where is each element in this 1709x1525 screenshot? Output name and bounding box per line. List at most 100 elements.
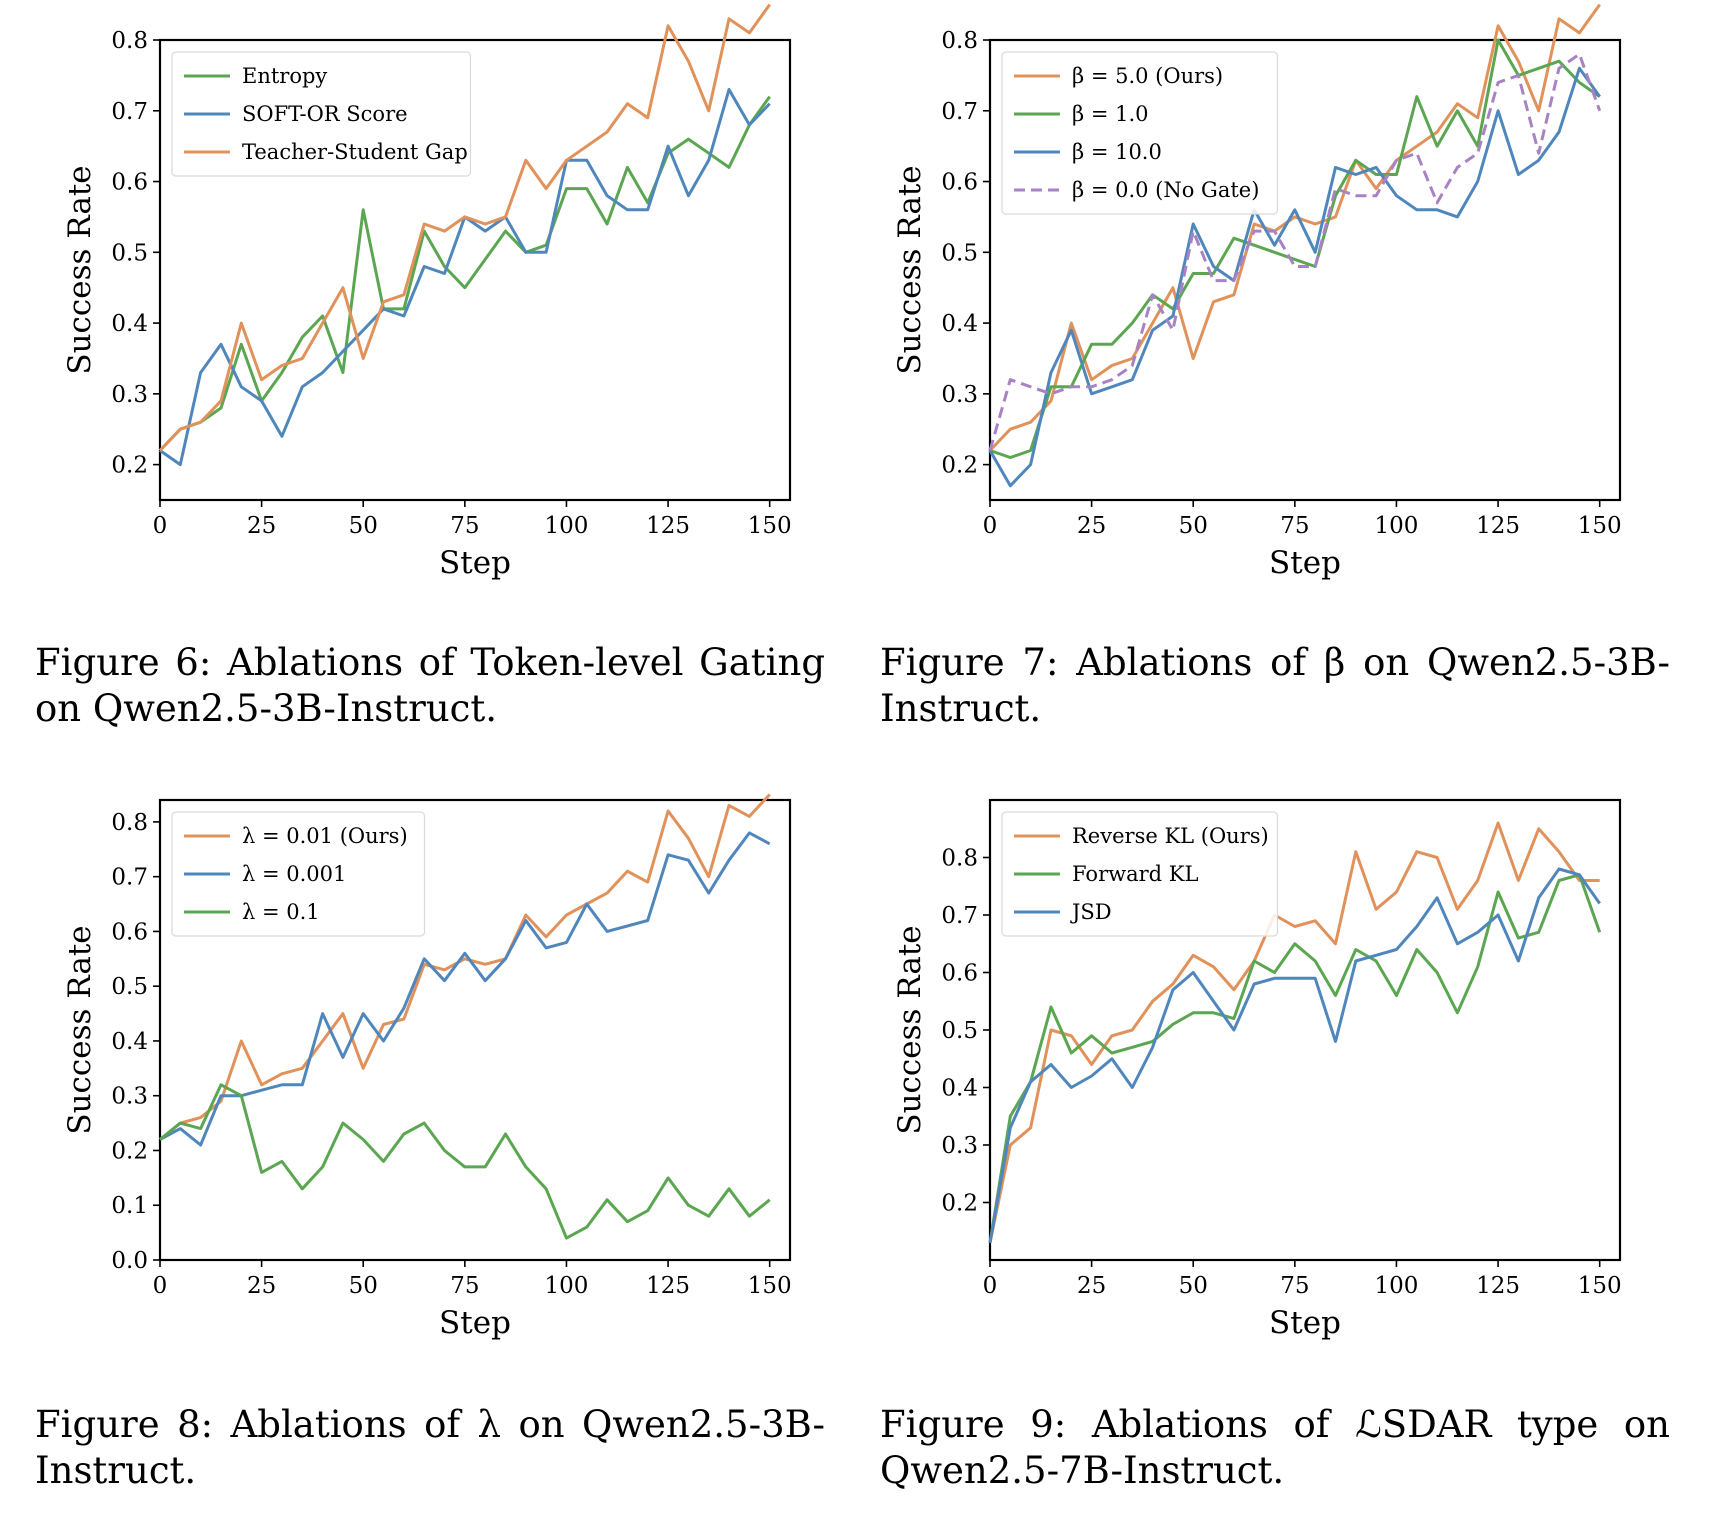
x-tick-label: 25 <box>1077 1273 1106 1299</box>
legend-entry-0: β = 5.0 (Ours) <box>1072 64 1223 88</box>
series-line-2 <box>159 1083 771 1240</box>
x-tick-label: 125 <box>1476 513 1520 539</box>
figure-8-caption-label: Figure 8: <box>35 1403 214 1446</box>
figure-9-caption-label: Figure 9: <box>880 1403 1067 1446</box>
x-tick-label: 150 <box>748 1273 792 1299</box>
legend-entry-1: SOFT-OR Score <box>242 102 408 126</box>
series-line-0 <box>988 821 1600 1244</box>
x-tick-label: 125 <box>1476 1273 1520 1299</box>
y-tick-label: 0.6 <box>111 919 148 945</box>
y-tick-label: 0.2 <box>941 1191 978 1217</box>
legend-box <box>171 51 472 177</box>
y-tick-label: 0.3 <box>941 1133 978 1159</box>
y-axis-label: Success Rate <box>62 925 98 1134</box>
y-tick-label: 0.8 <box>111 28 148 54</box>
x-tick-label: 100 <box>1374 1273 1418 1299</box>
y-tick-label: 0.8 <box>941 846 978 872</box>
y-tick-label: 0.6 <box>941 961 978 987</box>
x-tick-label: 50 <box>349 1273 378 1299</box>
y-tick-label: 0.4 <box>941 311 978 337</box>
figure-6-caption-text: Ablations of Token-level Gating on Qwen2… <box>35 641 826 730</box>
y-tick-label: 0.7 <box>941 99 978 125</box>
figure-9-caption: Figure 9: Ablations of ℒSDAR type on Qwe… <box>880 1402 1670 1494</box>
legend: Entropy SOFT-OR Score Teacher-Student Gap <box>171 51 472 177</box>
y-tick-label: 0.5 <box>111 240 148 266</box>
legend-entry-0: Reverse KL (Ours) <box>1072 824 1269 848</box>
y-tick-label: 0.3 <box>941 382 978 408</box>
y-tick-label: 0.5 <box>941 1018 978 1044</box>
x-tick-label: 0 <box>983 513 998 539</box>
y-tick-label: 0.2 <box>111 453 148 479</box>
y-tick-label: 0.5 <box>111 974 148 1000</box>
plot-frame <box>158 38 792 502</box>
x-tick-label: 25 <box>1077 513 1106 539</box>
legend-entry-1: β = 1.0 <box>1072 102 1148 126</box>
x-tick-label: 150 <box>1578 513 1622 539</box>
x-tick-label: 75 <box>1280 1273 1309 1299</box>
figure-8-svg: 0 25 50 75 100 125 150 0.0 0.1 0.2 0.3 0.4 0.5 0.6 0.7… <box>62 793 792 1341</box>
series-line-0 <box>988 3 1601 452</box>
series-line-1 <box>159 831 771 1147</box>
x-axis-label: Step <box>439 545 511 581</box>
figure-6-chart: 0 25 50 75 100 125 150 0.2 0.3 0.4 0.5 0.6 0.7 0.8 Ste… <box>40 3 820 581</box>
y-axis-label: Success Rate <box>892 165 928 374</box>
y-tick-label: 0.6 <box>111 170 148 196</box>
series-line-3 <box>988 52 1602 451</box>
y-axis-label: Success Rate <box>892 925 928 1134</box>
figure-9-svg: 0 25 50 75 100 125 150 0.2 0.3 0.4 0.5 0.6 0.7 0.8 Ste… <box>892 798 1622 1341</box>
legend-box <box>1001 811 1279 937</box>
series-line-1 <box>988 873 1602 1244</box>
figure-7-caption: Figure 7: Ablations of β on Qwen2.5-3B-I… <box>880 640 1670 732</box>
legend-entry-0: Entropy <box>242 64 327 88</box>
legend-entry-3: β = 0.0 (No Gate) <box>1072 178 1259 202</box>
x-tick-label: 100 <box>1374 513 1418 539</box>
y-tick-label: 0.7 <box>111 99 148 125</box>
x-tick-label: 25 <box>247 1273 276 1299</box>
series-line-1 <box>989 38 1601 459</box>
x-tick-label: 50 <box>349 513 378 539</box>
y-tick-label: 0.4 <box>111 1029 148 1055</box>
x-tick-label: 100 <box>544 1273 588 1299</box>
legend-entry-1: λ = 0.001 <box>242 862 346 886</box>
x-tick-label: 0 <box>983 1273 998 1299</box>
x-axis-label: Step <box>439 1305 511 1341</box>
x-tick-label: 125 <box>646 513 690 539</box>
figure-9-caption-text: Ablations of ℒSDAR type on Qwen2.5-7B-In… <box>880 1403 1670 1492</box>
figure-9-chart: 0 25 50 75 100 125 150 0.2 0.3 0.4 0.5 0.6 0.7 0.8 Ste… <box>870 780 1650 1341</box>
y-axis-label: Success Rate <box>62 165 98 374</box>
series-line-2 <box>988 66 1601 488</box>
y-tick-label: 0.1 <box>111 1193 148 1219</box>
y-tick-label: 0.6 <box>941 170 978 196</box>
x-axis-label: Step <box>1269 1305 1341 1341</box>
x-axis-label: Step <box>1269 545 1341 581</box>
x-tick-label: 25 <box>247 513 276 539</box>
figure-7-caption-text: Ablations of β on Qwen2.5-3B-Instruct. <box>880 641 1670 730</box>
legend-entry-0: λ = 0.01 (Ours) <box>242 824 408 848</box>
figure-7-chart: 0 25 50 75 100 125 150 0.2 0.3 0.4 0.5 0.6 0.7 0.8 Ste… <box>870 3 1650 581</box>
y-tick-label: 0.7 <box>941 903 978 929</box>
y-tick-label: 0.5 <box>941 240 978 266</box>
plot-frame <box>988 38 1622 502</box>
x-tick-label: 0 <box>153 513 168 539</box>
figure-8-caption: Figure 8: Ablations of λ on Qwen2.5-3B-I… <box>35 1402 825 1494</box>
y-tick-label: 0.3 <box>111 382 148 408</box>
x-tick-label: 0 <box>153 1273 168 1299</box>
y-tick-label: 0.8 <box>111 810 148 836</box>
y-tick-label: 0.4 <box>111 311 148 337</box>
figure-6-caption: Figure 6: Ablations of Token-level Gatin… <box>35 640 825 732</box>
x-tick-label: 50 <box>1179 513 1208 539</box>
x-tick-label: 150 <box>1578 1273 1622 1299</box>
plot-frame <box>158 798 792 1262</box>
legend-box <box>171 811 426 937</box>
x-tick-label: 150 <box>748 513 792 539</box>
figure-8-caption-text: Ablations of λ on Qwen2.5-3B-Instruct. <box>35 1403 825 1492</box>
series-line-0 <box>159 793 771 1141</box>
legend: β = 5.0 (Ours) β = 1.0 β = 10.0 β = 0.0 (No… <box>1001 51 1279 215</box>
figure-7-svg: 0 25 50 75 100 125 150 0.2 0.3 0.4 0.5 0.6 0.7 0.8 Ste… <box>892 3 1622 581</box>
x-tick-label: 75 <box>450 1273 479 1299</box>
y-tick-label: 0.4 <box>941 1076 978 1102</box>
legend-entry-2: β = 10.0 <box>1072 140 1162 164</box>
series-line-2 <box>988 867 1601 1244</box>
figure-6-caption-label: Figure 6: <box>35 641 212 684</box>
y-tick-label: 0.3 <box>111 1084 148 1110</box>
